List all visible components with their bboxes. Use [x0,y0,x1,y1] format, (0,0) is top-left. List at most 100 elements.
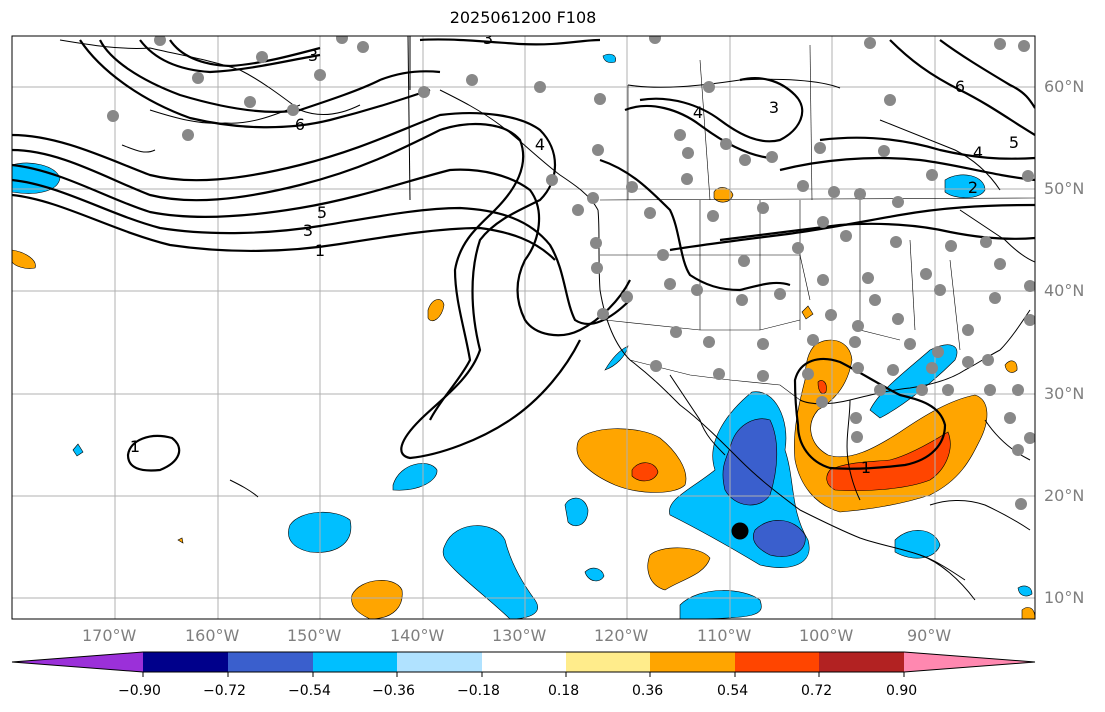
neg-area-south [679,590,762,619]
contour-e [12,193,556,261]
colorbar-tick-label: 0.54 [717,683,749,699]
contour-label: 3 [483,29,493,48]
colorbar-tick-label: −0.54 [288,683,331,699]
lat-label-60n: 60°N [1044,77,1085,96]
contour-top-4 [169,39,321,68]
lat-label-40n: 40°N [1044,281,1085,300]
colorbar-tick-label: −0.18 [457,683,500,699]
lat-label-10n: 10°N [1044,588,1085,607]
lon-label-160w: 160°W [185,626,240,645]
neg-area-pacific-3 [564,497,589,526]
contour-east-4 [819,136,1035,160]
pos-area-tiny-2 [1004,360,1018,373]
lon-label-130w: 130°W [492,626,547,645]
colorbar-segment [819,652,904,672]
contour-canada-1 [639,77,804,143]
pos-area-gulf-core-2 [817,380,827,394]
colorbar-tick-label: 0.72 [801,683,833,699]
lat-label-30n: 30°N [1044,384,1085,403]
pos-area-tiny-3 [1021,607,1035,619]
neg-area-pacific-west [12,162,61,194]
contour-label: 3 [303,221,313,240]
colorbar-extend-low [12,652,143,672]
contour-canada-3 [599,158,791,292]
contour-labels: 3 6 5 3 1 1 4 3 4 3 4 2 6 5 1 [130,29,1019,477]
colorbar-segment [566,652,650,672]
neg-area-pacific-2 [442,525,538,619]
contour-label: 6 [955,77,965,96]
contour-label: 5 [1009,133,1019,152]
neg-area-pacific-4 [584,567,605,582]
contours [12,38,1035,472]
pos-area-pacific-small [427,299,445,322]
contour-small-loop [126,434,181,472]
contour-label: 4 [973,143,983,162]
colorbar-tick-label: 0.90 [886,683,918,699]
colorbar-segment [143,652,228,672]
pos-area-tiny-1 [801,305,814,320]
contour-label: 5 [317,203,327,222]
gridlines [12,36,1035,619]
contour-a [12,112,581,460]
pos-area-tiny-4 [177,537,184,544]
colorbar-segment [313,652,397,672]
neg-area-sw-pacific [392,463,438,491]
pos-area-hawaii-west [12,249,36,269]
map-title: 2025061200 F108 [449,8,597,27]
contour-east-6 [939,39,1035,109]
colorbar-tick-label: 0.36 [632,683,664,699]
lon-label-110w: 110°W [697,626,752,645]
map-frame [11,35,1036,620]
contour-canada-2 [624,104,771,160]
contour-label: 2 [968,178,978,197]
pos-area-pacific-mid-core [631,462,659,482]
contour-top-5 [419,38,601,46]
contour-b [12,122,525,421]
lon-label-90w: 90°W [907,626,952,645]
neg-area-socal [604,345,629,371]
colorbar-segment [482,652,566,672]
colorbar-segment [735,652,819,672]
neg-area-baja-core-2 [752,520,806,557]
contour-d [12,178,631,325]
pos-area-canada-small [713,187,734,203]
contour-label: 4 [535,135,545,154]
colorbar-segment [397,652,482,672]
lon-label-150w: 150°W [287,626,342,645]
colorbar-segment [650,652,735,672]
lon-label-120w: 120°W [594,626,649,645]
contour-label: 1 [130,437,140,456]
lon-label-140w: 140°W [390,626,445,645]
contour-gulf-loop [793,357,947,470]
lat-label-20n: 20°N [1044,486,1085,505]
coastlines [59,36,1035,601]
contour-label: 1 [315,241,325,260]
neg-area-baja-core [722,418,778,506]
colorbar-extend-high [904,652,1035,672]
pos-area-pacific-south [351,580,403,619]
colorbar-tick-label: −0.72 [203,683,246,699]
contour-label: 4 [693,103,703,122]
contour-top-2 [79,39,431,129]
contour-top-3 [139,39,321,74]
contour-c [12,163,631,337]
contour-east-5 [889,39,1035,136]
colorbar-tick-label: −0.90 [118,683,161,699]
contour-east-1 [719,222,1035,242]
colorbar-tick-label: 0.18 [548,683,580,699]
contour-label: 1 [861,458,871,477]
pos-area-gulf-core [826,431,951,491]
station-dots [107,36,1035,510]
lat-label-50n: 50°N [1044,179,1085,198]
colorbar [11,651,1036,677]
lon-label-100w: 100°W [799,626,854,645]
political-borders [599,44,1035,401]
neg-area-hudson [944,174,986,199]
contour-east-2 [669,203,1035,252]
neg-area-gulf-small [1017,585,1033,597]
lon-label-170w: 170°W [82,626,137,645]
contour-label: 3 [769,98,779,117]
contour-label: 6 [295,115,305,134]
colorbar-tick-label: −0.36 [372,683,415,699]
